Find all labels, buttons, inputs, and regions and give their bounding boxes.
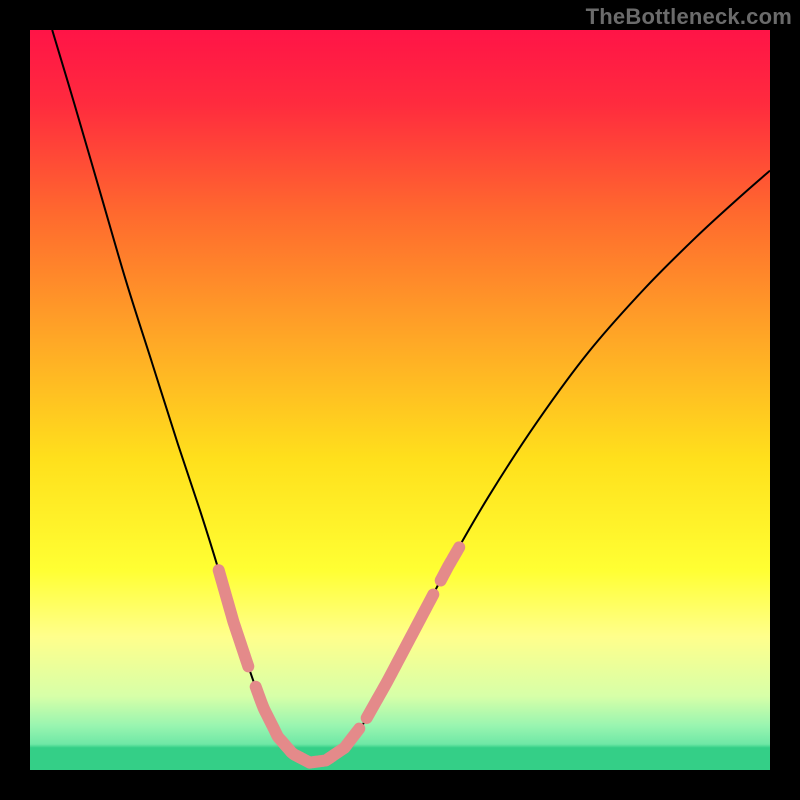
marker-segment — [219, 570, 249, 666]
marker-segment — [256, 687, 300, 758]
curve-layer — [30, 30, 770, 770]
marker-segment — [330, 729, 360, 758]
marker-segment — [367, 594, 434, 718]
v-curve-left — [52, 30, 310, 763]
v-curve-right — [310, 171, 770, 763]
watermark-text: TheBottleneck.com — [586, 4, 792, 30]
chart-root: TheBottleneck.com — [0, 0, 800, 800]
plot-area — [30, 30, 770, 770]
marker-segments — [219, 547, 460, 762]
marker-segment — [441, 547, 460, 580]
